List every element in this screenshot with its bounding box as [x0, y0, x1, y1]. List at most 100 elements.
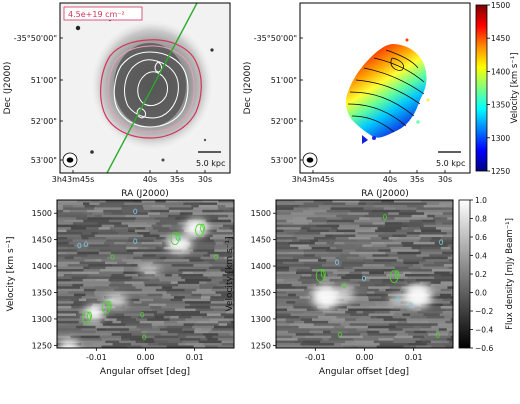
noise-stripe — [448, 333, 453, 336]
noise-stripe — [276, 318, 286, 322]
noise-stripe — [167, 330, 184, 334]
flux-colorbar-tick-label: −0.4 — [475, 326, 493, 335]
noise-stripe — [217, 202, 234, 206]
noise-stripe — [276, 330, 289, 334]
noise-stripe — [306, 308, 320, 312]
noise-stripe — [291, 283, 317, 287]
noise-stripe — [110, 276, 133, 280]
noise-stripe — [147, 343, 159, 346]
noise-stripe — [150, 306, 162, 309]
pv-y-tick-label: 1250 — [251, 341, 271, 350]
noise-stripe — [350, 209, 372, 213]
velocity-colorbar-ticks: 1500 1450 1400 1350 1300 1250 — [487, 1, 510, 176]
annotation-box — [63, 6, 143, 21]
noise-stripe — [63, 209, 70, 213]
noise-stripe — [72, 204, 85, 208]
noise-stripe — [347, 301, 374, 304]
noise-stripe — [99, 249, 112, 253]
noise-stripe — [300, 276, 324, 280]
left-ra-tick-label: 40s — [143, 175, 157, 184]
noise-stripe — [394, 269, 414, 272]
noise-stripe — [343, 298, 369, 302]
noise-stripe — [232, 232, 234, 235]
flux-colorbar-tick-label: 0.0 — [475, 289, 487, 298]
right-ra-tick-label: 3h43m45s — [292, 175, 334, 184]
noise-stripe — [106, 239, 128, 243]
noise-stripe — [141, 200, 156, 203]
noise-stripe — [199, 281, 207, 285]
noise-stripe — [429, 291, 439, 295]
noise-stripe — [411, 214, 428, 218]
noise-stripe — [78, 320, 93, 324]
noise-stripe — [304, 320, 329, 324]
noise-stripe — [374, 283, 386, 287]
noise-stripe — [67, 264, 89, 267]
noise-stripe — [57, 288, 84, 292]
noise-stripe — [285, 281, 302, 285]
noise-stripe — [185, 343, 204, 346]
scale-bar-label-left: 5.0 kpc — [196, 159, 225, 168]
noise-stripe — [395, 311, 404, 314]
noise-stripe — [132, 283, 145, 287]
noise-stripe — [421, 340, 431, 344]
noise-stripe — [144, 340, 155, 344]
noise-stripe — [350, 291, 368, 295]
noise-stripe — [303, 251, 330, 255]
noise-stripe — [450, 335, 453, 339]
pv-x-tick-label: -0.01 — [305, 353, 326, 362]
noise-stripe — [103, 209, 123, 213]
pv-y-tick-label: 1450 — [251, 236, 271, 245]
noise-stripe — [358, 254, 373, 258]
noise-stripe — [165, 200, 178, 203]
noise-stripe — [400, 288, 409, 292]
noise-stripe — [394, 266, 409, 270]
noise-stripe — [111, 249, 127, 253]
noise-stripe — [379, 343, 389, 346]
noise-stripe — [66, 251, 78, 255]
noise-stripe — [207, 276, 216, 280]
noise-stripe — [177, 333, 203, 336]
noise-stripe — [431, 325, 440, 329]
noise-stripe — [309, 328, 338, 332]
noise-stripe — [125, 241, 142, 245]
noise-stripe — [421, 325, 432, 329]
noise-stripe — [276, 298, 298, 302]
flux-colorbar-tick-label: 1.0 — [475, 196, 487, 205]
noise-stripe — [406, 234, 420, 238]
noise-stripe — [371, 209, 400, 213]
noise-stripe — [222, 274, 234, 277]
noise-stripe — [422, 222, 436, 225]
noise-stripe — [194, 330, 209, 334]
noise-stripe — [313, 323, 341, 327]
noise-stripe — [381, 237, 389, 240]
noise-stripe — [419, 227, 437, 230]
noise-stripe — [94, 296, 105, 299]
noise-stripe — [368, 328, 389, 332]
noise-stripe — [298, 259, 319, 262]
noise-stripe — [341, 276, 365, 280]
noise-stripe — [290, 244, 310, 248]
noise-stripe — [310, 239, 319, 243]
noise-stripe — [446, 204, 453, 208]
noise-stripe — [156, 222, 167, 225]
noise-stripe — [183, 330, 195, 334]
noise-stripe — [434, 241, 453, 245]
noise-stripe — [147, 318, 170, 322]
pv-y-tick-label: 1350 — [251, 289, 271, 298]
noise-stripe — [155, 246, 164, 250]
noise-stripe — [137, 264, 152, 267]
noise-stripe — [131, 333, 142, 336]
noise-stripe — [276, 286, 296, 290]
noise-stripe — [153, 239, 170, 243]
noise-stripe — [80, 335, 100, 339]
noise-stripe — [439, 202, 453, 206]
noise-stripe — [104, 229, 116, 233]
noise-stripe — [283, 224, 303, 228]
noise-stripe — [189, 259, 204, 262]
noise-stripe — [132, 212, 148, 216]
noise-stripe — [162, 293, 171, 297]
noise-stripe — [426, 343, 443, 346]
noise-stripe — [276, 325, 299, 329]
noise-stripe — [181, 276, 208, 280]
noise-contour — [133, 208, 138, 215]
